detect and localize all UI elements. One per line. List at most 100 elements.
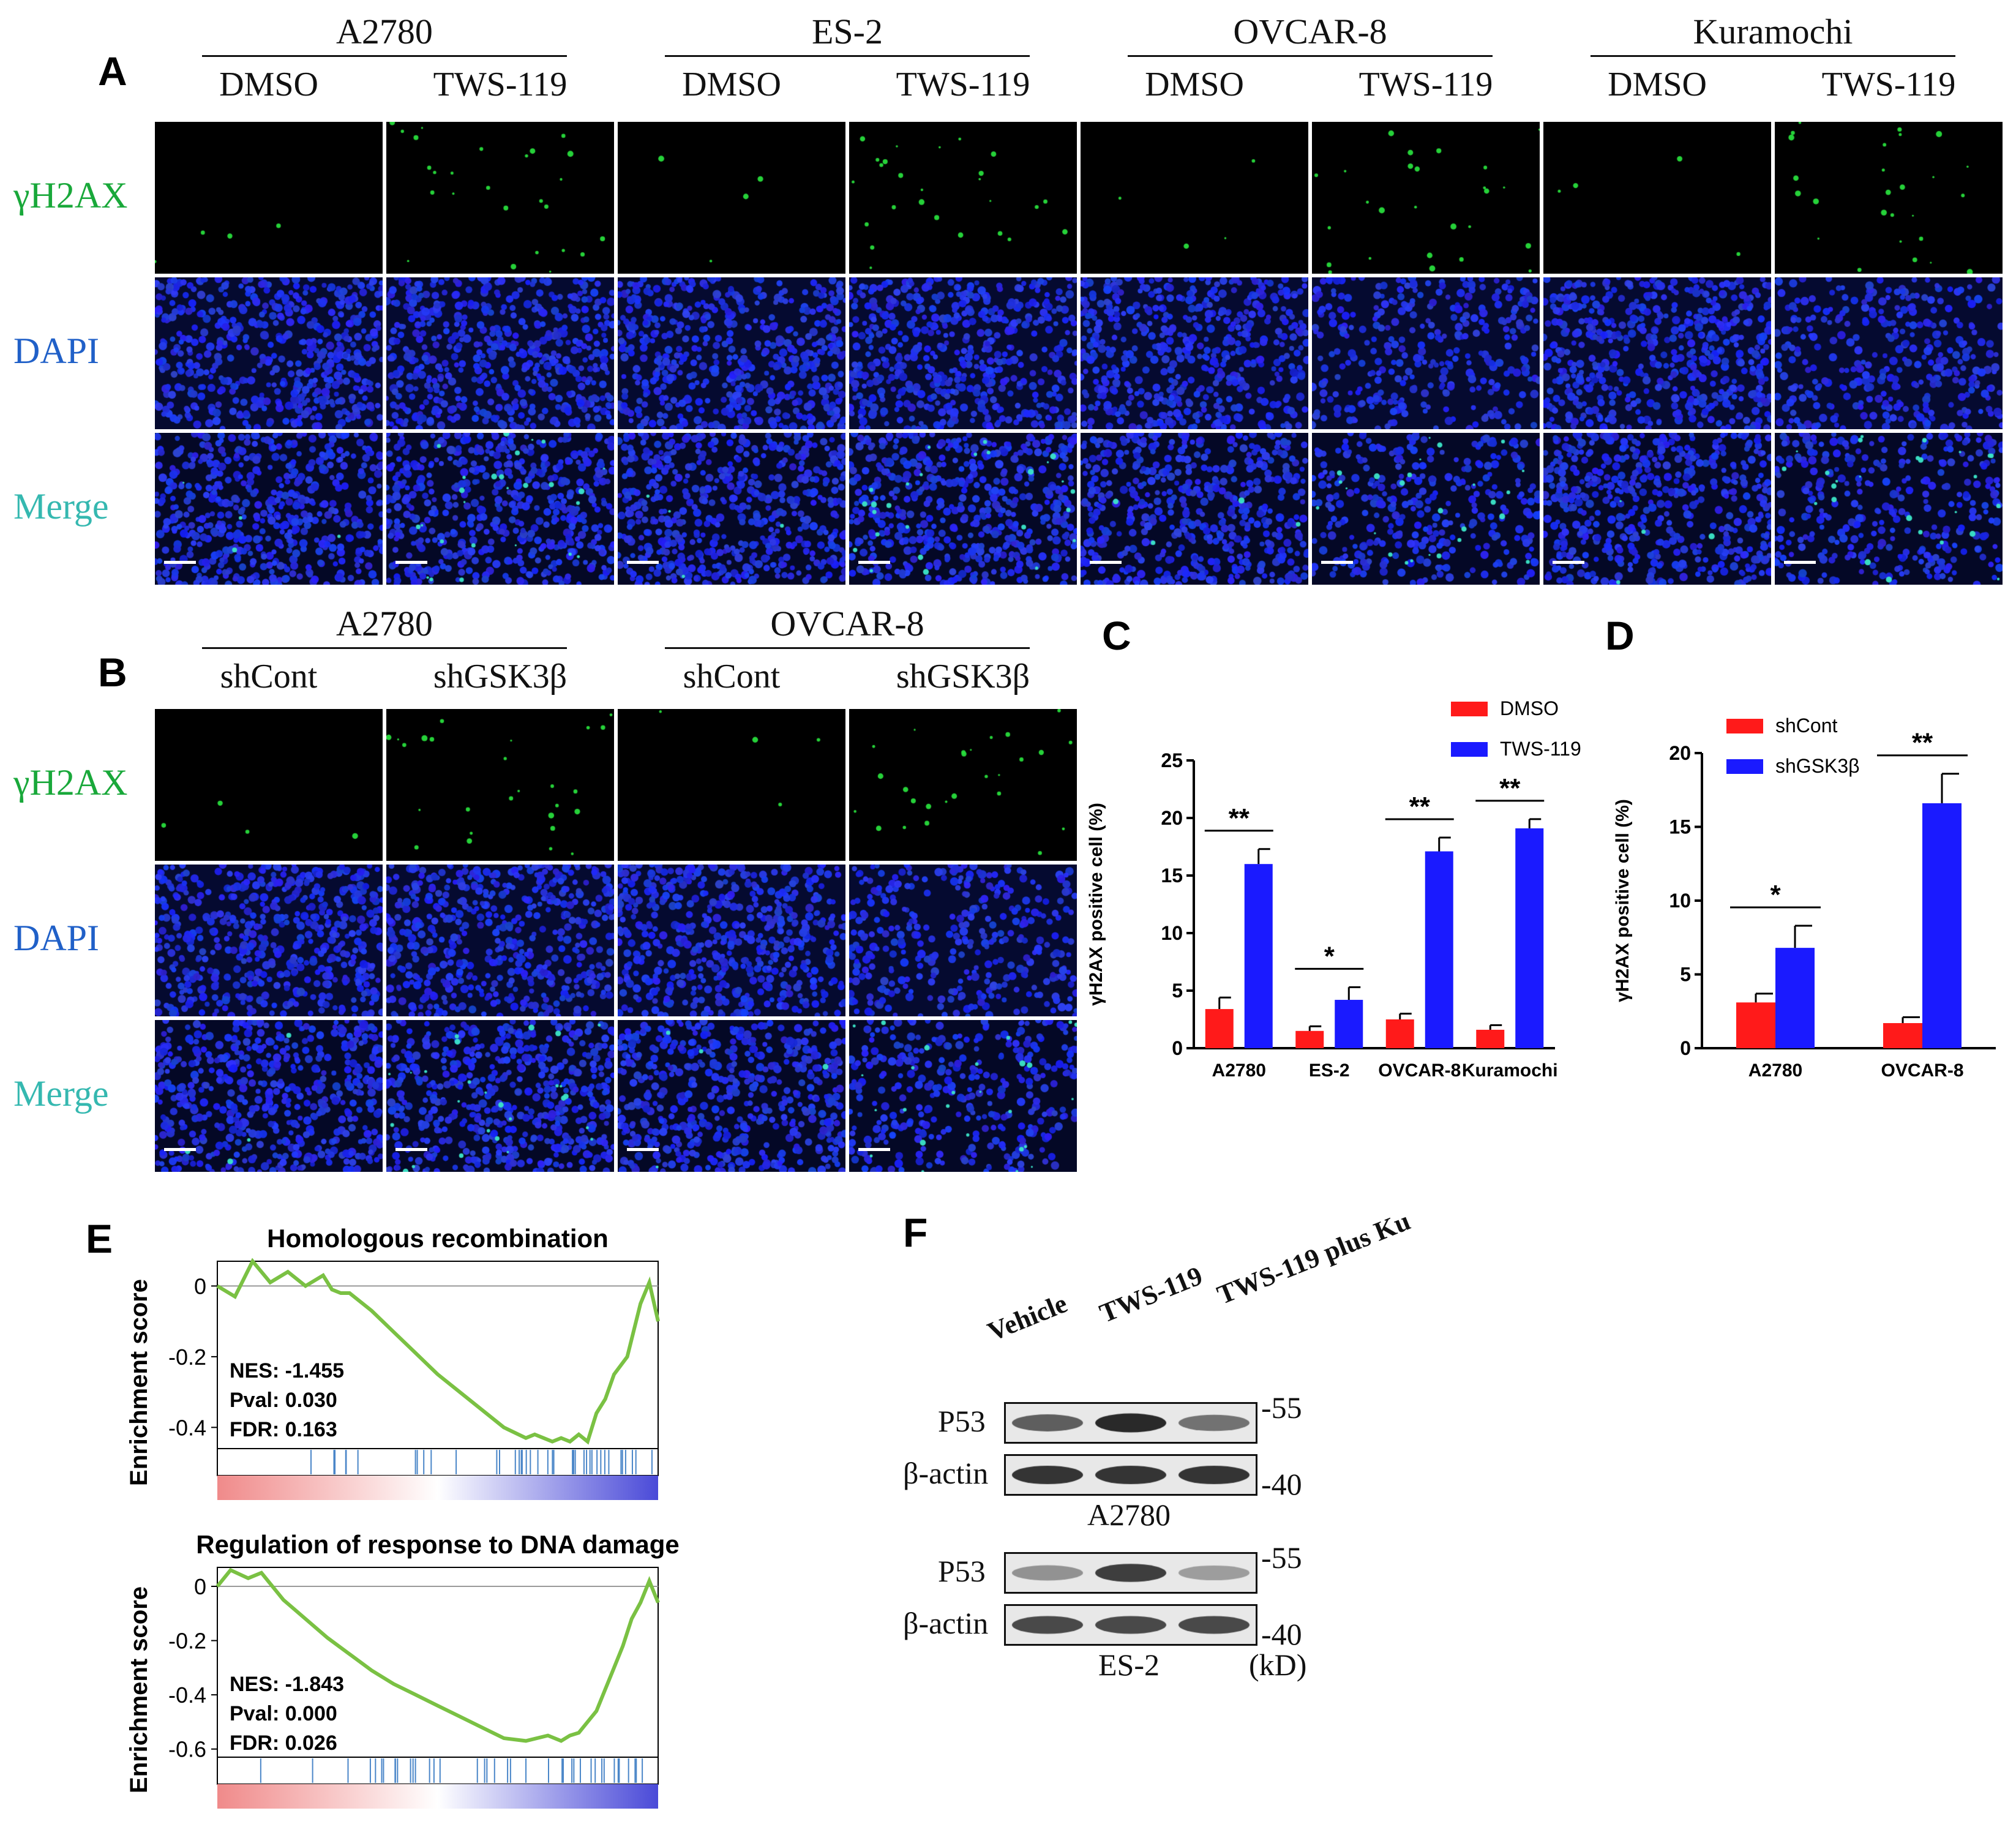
- micrograph-gh2ax: [386, 709, 614, 861]
- bar: [1922, 803, 1962, 1048]
- micrograph-dapi: [618, 865, 845, 1016]
- micrograph-dapi: [849, 865, 1077, 1016]
- y-tick-label: 20: [1161, 807, 1183, 829]
- significance-marker: *: [1324, 941, 1335, 971]
- scale-bar: [395, 561, 427, 564]
- micrograph-merge: [849, 433, 1077, 585]
- blot-cell-line: A2780: [1087, 1498, 1171, 1532]
- micrograph-merge: [1543, 433, 1771, 585]
- micrograph-dapi: [386, 277, 614, 429]
- header-divider: [1128, 55, 1493, 57]
- legend-label: shGSK3β: [1775, 755, 1860, 777]
- enrichment-curve: [215, 1567, 660, 1743]
- micrograph-merge: [1081, 433, 1308, 585]
- micrograph-merge: [155, 433, 383, 585]
- micrograph-merge: [1312, 433, 1540, 585]
- blot-bands: [1006, 1606, 1256, 1644]
- micrograph-dapi: [155, 865, 383, 1016]
- significance-marker: **: [1229, 803, 1250, 833]
- scale-bar: [858, 561, 890, 564]
- significance-marker: *: [1770, 880, 1781, 910]
- condition-label: DMSO: [219, 66, 318, 103]
- y-axis-label: γH2AX positive cell (%): [1613, 799, 1633, 1002]
- header-divider: [1591, 55, 1955, 57]
- micrograph-merge: [386, 433, 614, 585]
- y-tick-label: 0: [1172, 1037, 1183, 1059]
- y-tick-label: 5: [1172, 980, 1183, 1002]
- gsea-stat: NES: -1.843: [230, 1673, 344, 1696]
- y-tick-label: -0.6: [168, 1737, 206, 1762]
- y-tick-label: 0: [194, 1574, 206, 1599]
- micrograph-gh2ax: [1543, 122, 1771, 274]
- cell-line-header: Kuramochi: [1693, 12, 1853, 51]
- unit-label: (kD): [1249, 1648, 1307, 1682]
- blot-row-label: P53: [938, 1554, 986, 1588]
- micrograph-dapi: [386, 865, 614, 1016]
- bar: [1295, 1030, 1324, 1048]
- panel-label-d: D: [1605, 613, 1635, 658]
- y-tick-label: 15: [1669, 816, 1691, 838]
- legend-label: DMSO: [1500, 697, 1559, 719]
- lane-label: Vehicle: [983, 1288, 1072, 1348]
- marker-size: -55: [1261, 1390, 1302, 1425]
- micrograph-dapi: [849, 277, 1077, 429]
- condition-label: TWS-119: [896, 66, 1030, 103]
- y-axis-label: γH2AX positive cell (%): [1086, 803, 1106, 1006]
- y-tick-label: 10: [1669, 890, 1691, 912]
- x-tick-label: ES-2: [1309, 1060, 1350, 1081]
- micrograph-gh2ax: [618, 709, 845, 861]
- legend-swatch: [1726, 719, 1763, 733]
- marker-size: -40: [1261, 1617, 1302, 1651]
- marker-size: -40: [1261, 1467, 1302, 1501]
- condition-label: shGSK3β: [433, 658, 568, 696]
- legend-swatch: [1451, 742, 1488, 757]
- micrograph-gh2ax: [849, 122, 1077, 274]
- cell-line-header: OVCAR-8: [770, 604, 924, 643]
- panel-label-a: A: [98, 48, 127, 94]
- gsea-stat: FDR: 0.026: [230, 1731, 337, 1755]
- scale-bar: [395, 1148, 427, 1151]
- marker-size: -55: [1261, 1540, 1302, 1575]
- y-tick-label: 20: [1669, 742, 1691, 764]
- micrograph-merge: [386, 1020, 614, 1172]
- y-tick-label: -0.4: [168, 1682, 206, 1708]
- micrograph-merge: [1775, 433, 2003, 585]
- panel-label-b: B: [98, 650, 127, 695]
- micrograph-dapi: [1081, 277, 1308, 429]
- condition-label: DMSO: [1608, 66, 1707, 103]
- cell-line-header: A2780: [336, 604, 433, 643]
- micrograph-dapi: [1543, 277, 1771, 429]
- bar: [1736, 1002, 1775, 1048]
- x-tick-label: Kuramochi: [1462, 1060, 1558, 1081]
- bar: [1425, 851, 1453, 1048]
- micrograph-dapi: [1312, 277, 1540, 429]
- condition-label: TWS-119: [1821, 66, 1956, 103]
- y-tick-label: 15: [1161, 865, 1183, 887]
- hit-strip: [217, 1757, 659, 1785]
- row-label: Merge: [13, 1073, 109, 1114]
- y-tick-label: 5: [1680, 964, 1691, 986]
- gsea-title: Homologous recombination: [267, 1224, 609, 1253]
- micrograph-gh2ax: [1081, 122, 1308, 274]
- condition-label: shGSK3β: [896, 658, 1030, 696]
- y-tick-label: 10: [1161, 922, 1183, 944]
- blot-row-label: β-actin: [903, 1456, 989, 1490]
- scale-bar: [164, 1148, 196, 1151]
- x-tick-label: A2780: [1748, 1060, 1802, 1081]
- enrichment-curve: [216, 1258, 660, 1445]
- condition-label: TWS-119: [433, 66, 568, 103]
- gsea-stat: Pval: 0.030: [230, 1389, 337, 1412]
- header-divider: [202, 55, 567, 57]
- header-divider: [665, 55, 1030, 57]
- row-label: γH2AX: [13, 762, 128, 803]
- significance-marker: **: [1499, 773, 1521, 803]
- micrograph-dapi: [618, 277, 845, 429]
- scale-bar: [164, 561, 196, 564]
- bar-chart-d: 0 5 10 15 20 γH2AX positive cell (%) A2780 * OVC…: [1613, 715, 1996, 1081]
- row-label: Merge: [13, 486, 109, 527]
- micrograph-merge: [849, 1020, 1077, 1172]
- bar: [1515, 828, 1544, 1048]
- rank-gradient-bar: [217, 1784, 658, 1809]
- micrograph-merge: [618, 433, 845, 585]
